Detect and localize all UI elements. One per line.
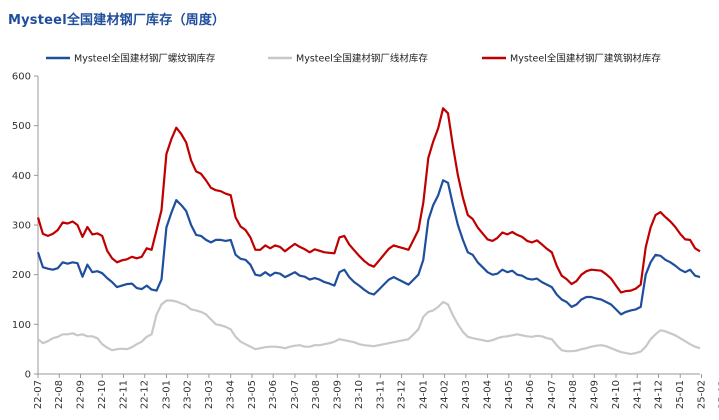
- x-tick-label: 22-09: [75, 380, 86, 409]
- y-tick-label: 500: [12, 121, 31, 132]
- x-tick-label: 24-02: [440, 380, 451, 409]
- x-tick-label: 23-12: [397, 380, 408, 409]
- x-tick-label: 23-11: [375, 380, 386, 409]
- x-tick-label: 22-12: [140, 380, 151, 409]
- y-tick-label: 600: [12, 72, 31, 83]
- x-tick-label: 23-03: [204, 380, 215, 409]
- x-tick-label: 23-04: [226, 380, 237, 409]
- x-tick-label: 24-01: [418, 380, 429, 409]
- y-tick-label: 200: [12, 270, 31, 281]
- legend-label-rebar: Mysteel全国建材钢厂螺纹钢库存: [74, 53, 216, 65]
- x-tick-label: 24-11: [632, 380, 643, 409]
- y-tick-label: 300: [12, 221, 31, 232]
- x-tick-label: 24-03: [461, 380, 472, 409]
- x-tick-label: 23-09: [332, 380, 343, 409]
- x-tick-label: 23-05: [247, 380, 258, 409]
- y-tick-label: 0: [25, 370, 31, 381]
- legend-label-construction: Mysteel全国建材钢厂建筑钢材库存: [510, 53, 661, 65]
- x-tick-label: 24-12: [654, 380, 665, 409]
- series-line-rebar: [36, 179, 701, 316]
- chart-axes: 0 100 200 300 400 500 600 22-07 22-08 22-09 22-10 2…: [12, 72, 719, 410]
- x-tick-label: 23-08: [311, 380, 322, 409]
- x-tick-label: 24-09: [589, 380, 600, 409]
- x-tick-label: 24-06: [525, 380, 536, 409]
- x-tick-label: 23-10: [354, 380, 365, 409]
- x-tick-label: 25-01: [675, 380, 686, 409]
- x-tick-label: 23-01: [161, 380, 172, 409]
- x-tick-label: 22-10: [97, 380, 108, 409]
- x-tick-label: 22-08: [54, 380, 65, 409]
- y-tick-label: 400: [12, 171, 31, 182]
- x-tick-label: 24-07: [547, 380, 558, 409]
- x-tick-label: 25-02: [696, 380, 707, 409]
- x-tick-label: 23-06: [268, 380, 279, 409]
- series-line-construction: [36, 107, 701, 294]
- legend-label-wire: Mysteel全国建材钢厂线材库存: [296, 53, 428, 65]
- chart-title: Mysteel全国建材钢厂库存（周度）: [8, 13, 226, 28]
- x-tick-label: 22-11: [118, 380, 129, 409]
- x-tick-label: 22-07: [33, 380, 44, 409]
- x-tick-label: 24-10: [611, 380, 622, 409]
- chart-legend: Mysteel全国建材钢厂螺纹钢库存 Mysteel全国建材钢厂线材库存 Myste…: [46, 53, 661, 65]
- x-tick-label: 23-02: [183, 380, 194, 409]
- x-tick-label: 24-08: [568, 380, 579, 409]
- chart-series-lines: [36, 107, 701, 356]
- x-tick-label: 25-03: [718, 380, 719, 409]
- x-tick-label: 24-05: [504, 380, 515, 409]
- y-tick-label: 100: [12, 320, 31, 331]
- x-tick-label: 23-07: [290, 380, 301, 409]
- x-tick-label: 24-04: [483, 380, 494, 409]
- series-line-wire: [37, 299, 701, 356]
